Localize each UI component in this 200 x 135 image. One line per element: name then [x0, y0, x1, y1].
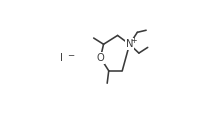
Text: N: N — [126, 39, 133, 49]
Text: I: I — [60, 53, 63, 63]
Text: +: + — [130, 36, 137, 45]
Text: −: − — [67, 50, 74, 59]
Text: O: O — [97, 53, 104, 63]
